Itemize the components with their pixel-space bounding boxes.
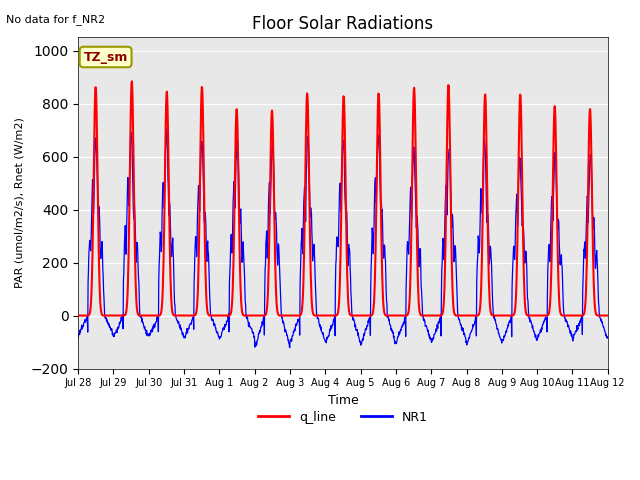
Text: TZ_sm: TZ_sm — [83, 50, 128, 63]
Legend: q_line, NR1: q_line, NR1 — [253, 406, 433, 429]
Title: Floor Solar Radiations: Floor Solar Radiations — [252, 15, 433, 33]
Text: No data for f_NR2: No data for f_NR2 — [6, 14, 106, 25]
X-axis label: Time: Time — [328, 394, 358, 407]
Y-axis label: PAR (umol/m2/s), Rnet (W/m2): PAR (umol/m2/s), Rnet (W/m2) — [15, 118, 25, 288]
